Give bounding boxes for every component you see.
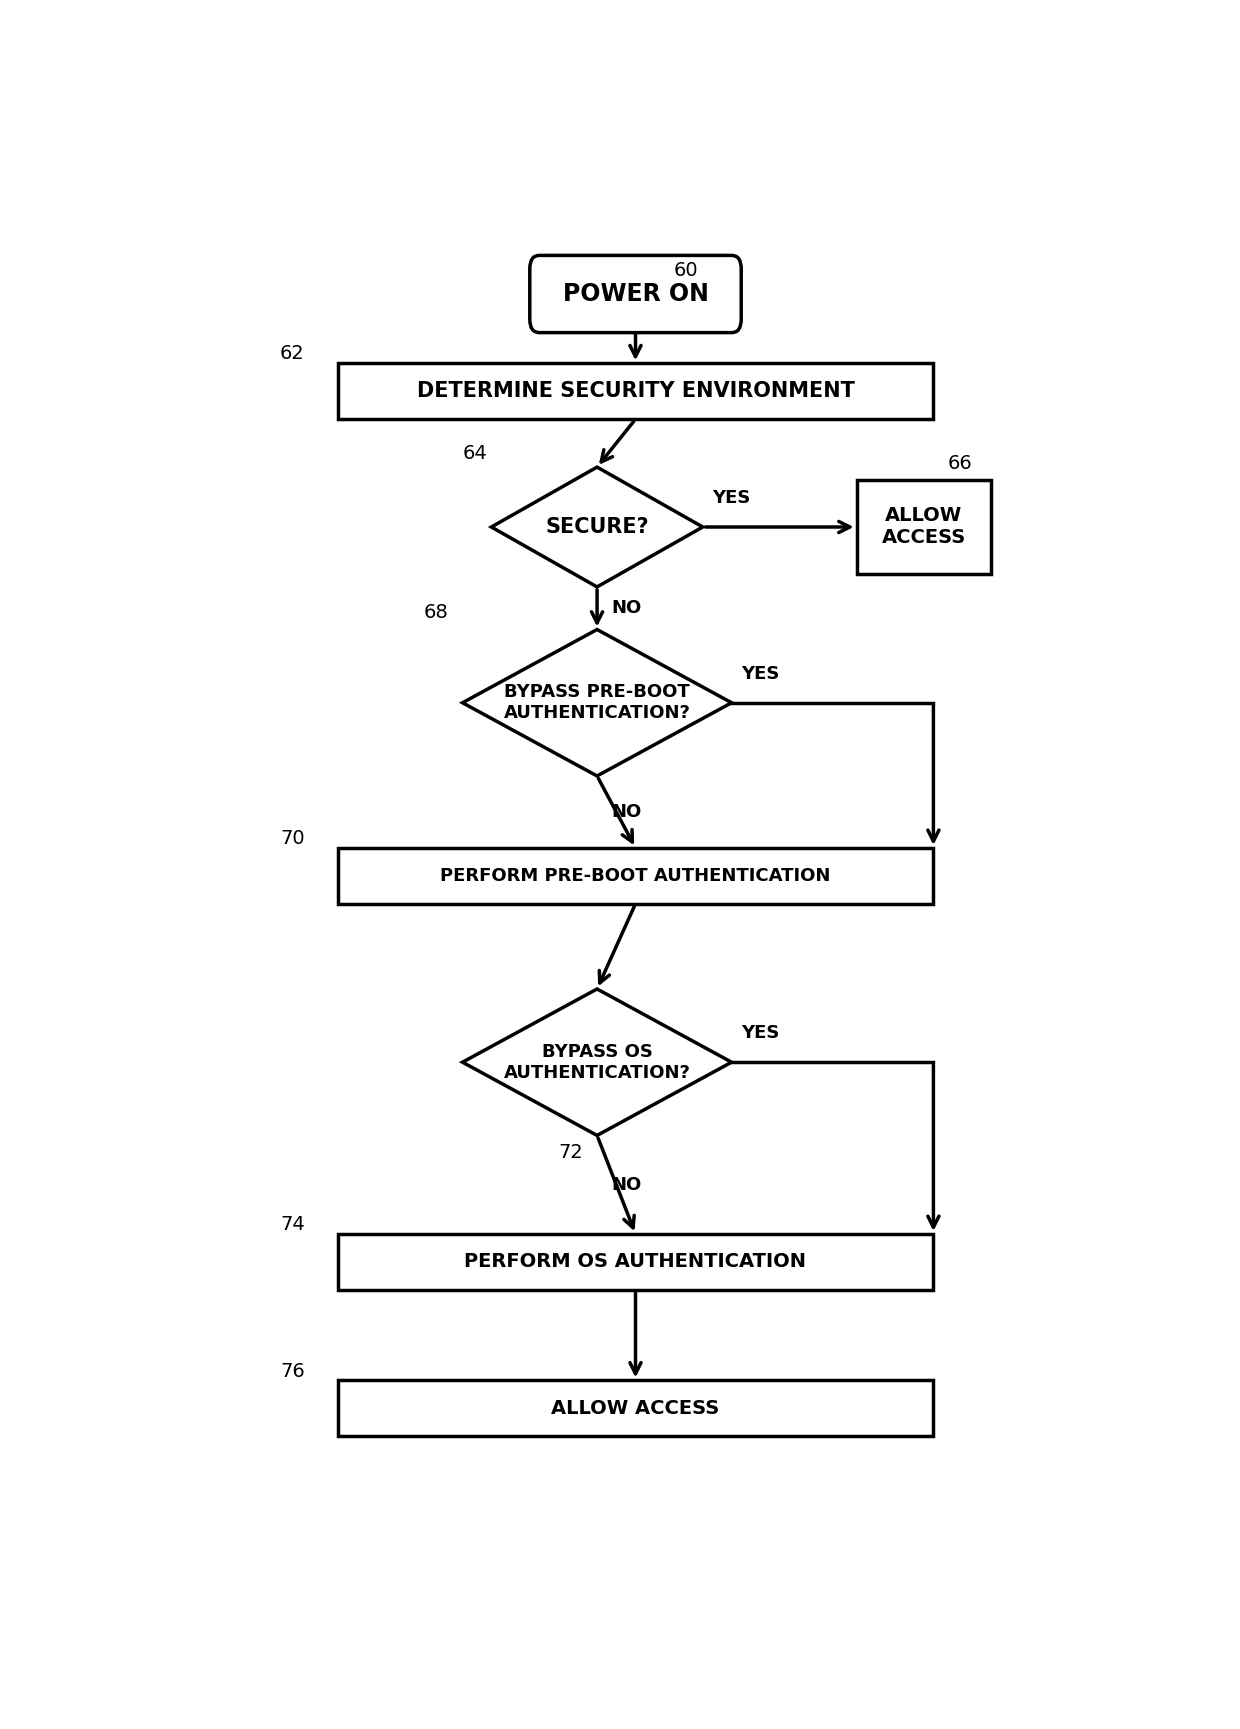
Bar — [337, 1380, 934, 1437]
Text: 64: 64 — [463, 444, 487, 463]
Text: 74: 74 — [280, 1215, 305, 1235]
Polygon shape — [491, 467, 703, 586]
Bar — [857, 481, 991, 574]
Text: 68: 68 — [424, 603, 449, 622]
Text: 70: 70 — [280, 828, 305, 847]
Polygon shape — [463, 989, 732, 1136]
FancyBboxPatch shape — [529, 256, 742, 332]
Text: NO: NO — [611, 1176, 642, 1193]
Text: YES: YES — [713, 489, 750, 507]
Text: 72: 72 — [559, 1143, 583, 1162]
Text: PERFORM OS AUTHENTICATION: PERFORM OS AUTHENTICATION — [465, 1252, 806, 1271]
Text: YES: YES — [742, 1024, 780, 1043]
Text: BYPASS OS
AUTHENTICATION?: BYPASS OS AUTHENTICATION? — [503, 1043, 691, 1082]
Text: 76: 76 — [280, 1361, 305, 1380]
Text: 60: 60 — [675, 261, 698, 280]
Text: ALLOW ACCESS: ALLOW ACCESS — [552, 1399, 719, 1418]
Text: 66: 66 — [947, 453, 972, 472]
Text: BYPASS PRE-BOOT
AUTHENTICATION?: BYPASS PRE-BOOT AUTHENTICATION? — [503, 683, 691, 723]
Text: POWER ON: POWER ON — [563, 282, 708, 306]
Text: PERFORM PRE-BOOT AUTHENTICATION: PERFORM PRE-BOOT AUTHENTICATION — [440, 866, 831, 885]
Bar — [337, 847, 934, 904]
Text: 62: 62 — [280, 344, 305, 363]
Text: NO: NO — [611, 600, 642, 617]
Text: YES: YES — [742, 664, 780, 683]
Bar — [337, 363, 934, 418]
Text: ALLOW
ACCESS: ALLOW ACCESS — [882, 507, 966, 548]
Bar — [337, 1235, 934, 1290]
Text: DETERMINE SECURITY ENVIRONMENT: DETERMINE SECURITY ENVIRONMENT — [417, 380, 854, 401]
Text: NO: NO — [611, 802, 642, 821]
Polygon shape — [463, 629, 732, 776]
Text: SECURE?: SECURE? — [546, 517, 649, 538]
